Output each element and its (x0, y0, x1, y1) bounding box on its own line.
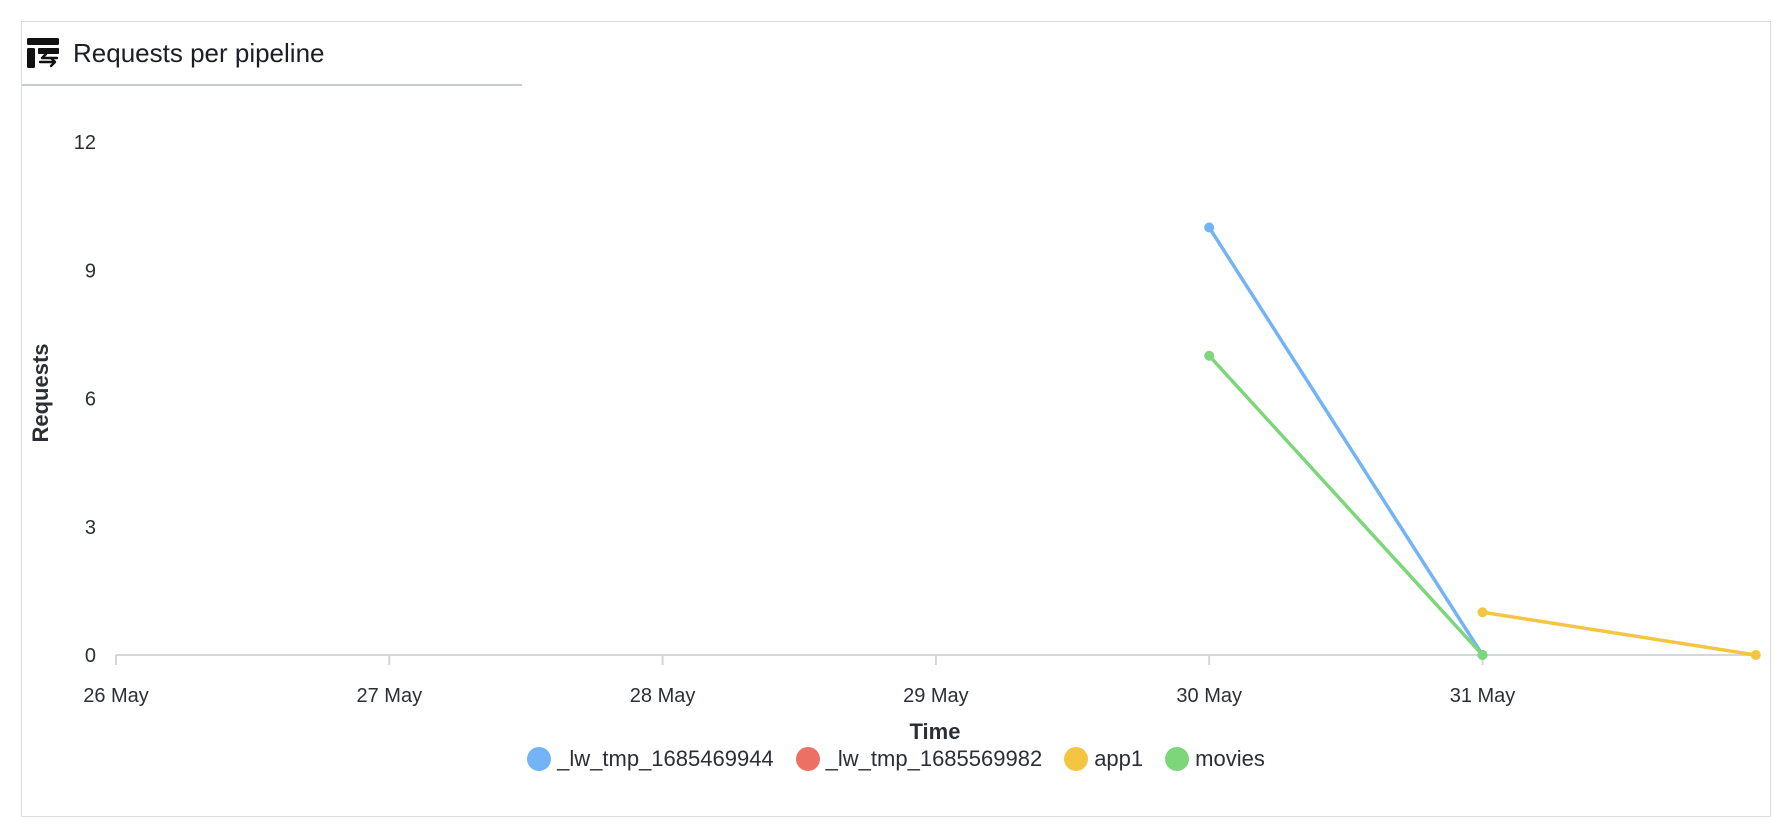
data-point[interactable] (1204, 350, 1215, 361)
chart-panel: Requests per pipeline (21, 21, 1771, 817)
y-tick-label: 12 (74, 132, 96, 154)
data-point[interactable] (1477, 650, 1488, 660)
legend-item[interactable]: movies (1165, 746, 1265, 772)
legend-label: _lw_tmp_1685469944 (557, 746, 774, 771)
legend-swatch (1165, 747, 1190, 771)
legend-swatch (527, 747, 552, 771)
panel-header: Requests per pipeline (22, 22, 522, 86)
legend-item[interactable]: app1 (1064, 746, 1143, 772)
table-sync-icon (27, 37, 59, 69)
y-axis: 0 3 6 9 12 (74, 132, 96, 667)
x-axis-title: Time (910, 719, 961, 744)
y-tick-label: 0 (85, 645, 96, 667)
legend-label: movies (1195, 746, 1265, 771)
x-tick-label: 28 May (630, 685, 696, 707)
x-tick-label: 27 May (357, 685, 423, 707)
x-tick-label: 26 May (83, 685, 149, 707)
legend-item[interactable]: _lw_tmp_1685469944 (527, 746, 774, 772)
data-point[interactable] (1477, 607, 1488, 618)
y-tick-label: 9 (85, 260, 96, 282)
data-point[interactable] (1750, 650, 1761, 660)
y-tick-label: 6 (85, 389, 96, 411)
series-line (1207, 225, 1485, 657)
legend-swatch (1064, 747, 1089, 771)
series-layer (1204, 222, 1761, 660)
y-axis-title: Requests (28, 343, 53, 442)
series-line (1480, 610, 1758, 657)
panel-title: Requests per pipeline (73, 37, 325, 68)
series-line (1207, 354, 1485, 657)
x-axis: 26 May 27 May 28 May 29 May 30 May 31 May (83, 654, 1756, 707)
chart-legend: _lw_tmp_1685469944 _lw_tmp_1685569982 app1… (0, 746, 1792, 772)
x-tick-label: 29 May (903, 685, 969, 707)
x-tick-label: 30 May (1176, 685, 1242, 707)
legend-item[interactable]: _lw_tmp_1685569982 (795, 746, 1043, 772)
legend-label: _lw_tmp_1685569982 (825, 746, 1043, 771)
legend-swatch (795, 747, 820, 771)
data-point[interactable] (1204, 222, 1215, 233)
x-tick-label: 31 May (1450, 685, 1516, 707)
y-tick-label: 3 (85, 517, 96, 539)
legend-label: app1 (1094, 746, 1144, 771)
